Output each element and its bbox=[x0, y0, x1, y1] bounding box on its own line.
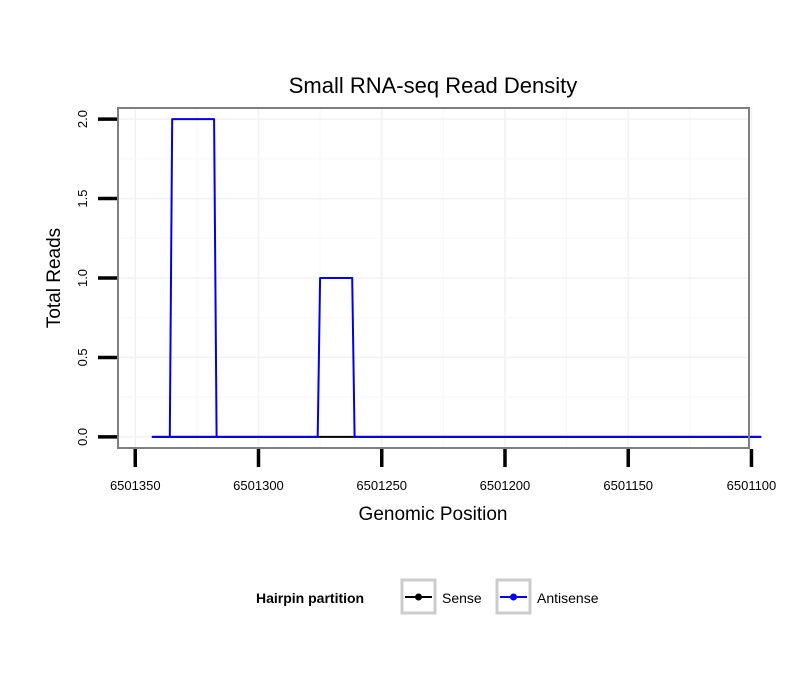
x-tick-label: 6501250 bbox=[356, 478, 407, 493]
y-tick-label: 1.0 bbox=[75, 269, 90, 287]
plot-panel-border bbox=[117, 107, 750, 449]
y-axis-title: Total Reads bbox=[44, 228, 65, 328]
legend-key-sense-point bbox=[415, 593, 422, 601]
y-tick-label: 1.5 bbox=[75, 190, 90, 208]
x-tick-label: 6501100 bbox=[727, 478, 777, 493]
legend-title: Hairpin partition bbox=[256, 590, 364, 606]
legend-label-antisense: Antisense bbox=[537, 590, 599, 606]
x-tick-label: 6501300 bbox=[233, 478, 284, 493]
y-tick-label: 0.5 bbox=[75, 348, 90, 366]
legend-label-sense: Sense bbox=[442, 590, 482, 606]
x-tick-label: 6501150 bbox=[603, 478, 653, 493]
legend: Hairpin partition Sense Antisense bbox=[256, 578, 599, 615]
grid bbox=[118, 108, 753, 448]
x-axis-title: Genomic Position bbox=[359, 504, 508, 525]
series-layer bbox=[151, 118, 762, 438]
legend-key-antisense-point bbox=[510, 593, 517, 601]
x-tick-label: 6501350 bbox=[110, 478, 161, 493]
x-tick-label: 6501200 bbox=[480, 478, 531, 493]
series-line-antisense bbox=[151, 118, 762, 438]
chart-title: Small RNA-seq Read Density bbox=[289, 73, 578, 98]
y-tick-label: 0.0 bbox=[75, 428, 90, 446]
y-tick-label: 2.0 bbox=[75, 110, 90, 128]
x-axis: 6501350 6501300 6501250 6501200 6501150 65011… bbox=[110, 449, 776, 493]
y-axis: 0.0 0.5 1.0 1.5 2.0 bbox=[75, 110, 117, 446]
